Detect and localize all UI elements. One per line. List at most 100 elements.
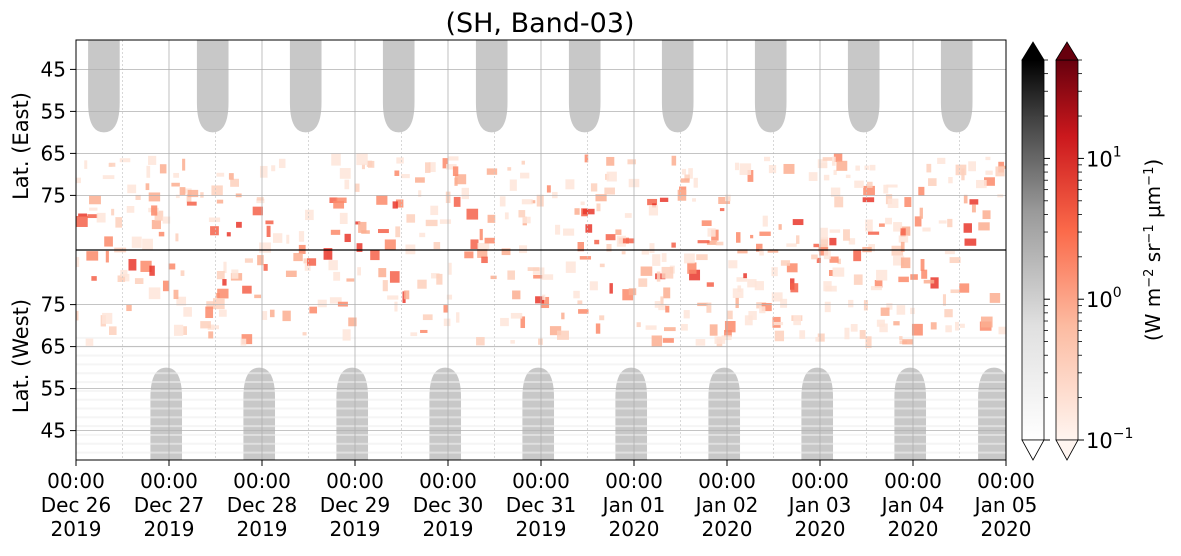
intensity-cell-359 — [216, 270, 225, 280]
intensity-cell-143 — [216, 172, 225, 177]
intensity-cell-451 — [942, 294, 946, 306]
x-tick-label-4-year: 2019 — [423, 517, 474, 541]
intensity-cell-179 — [724, 329, 732, 337]
intensity-cell-445 — [162, 216, 171, 224]
intensity-cell-12 — [947, 218, 953, 228]
intensity-cell-307 — [853, 249, 862, 262]
intensity-cell-484 — [323, 248, 333, 260]
intensity-cell-183 — [128, 259, 137, 271]
x-tick-label-3-time: 00:00 — [326, 469, 384, 493]
intensity-cell-417 — [665, 305, 670, 313]
intensity-cell-513 — [796, 235, 800, 244]
intensity-cell-411 — [109, 326, 117, 335]
intensity-cell-13 — [378, 229, 389, 234]
intensity-cell-419 — [329, 297, 342, 304]
colorbar-greys-extend-bottom — [1021, 439, 1045, 461]
intensity-cell-211 — [403, 290, 410, 300]
intensity-cell-386 — [724, 320, 736, 333]
intensity-cell-420 — [452, 166, 459, 177]
intensity-cell-21 — [599, 315, 605, 321]
intensity-cell-96 — [660, 296, 664, 308]
intensity-cell-294 — [376, 195, 388, 205]
intensity-cell-456 — [820, 227, 828, 240]
intensity-cell-166 — [747, 279, 757, 288]
intensity-cell-344 — [706, 282, 714, 287]
intensity-cell-125 — [105, 250, 109, 263]
intensity-cell-309 — [748, 311, 757, 320]
intensity-cell-370 — [976, 179, 987, 189]
intensity-cell-317 — [850, 324, 858, 332]
intensity-cell-479 — [606, 243, 612, 252]
intensity-cell-447 — [151, 205, 158, 216]
intensity-cell-477 — [661, 266, 674, 279]
intensity-cell-111 — [718, 196, 731, 204]
intensity-cell-511 — [145, 183, 150, 191]
intensity-cell-430 — [656, 271, 661, 282]
intensity-cell-398 — [780, 260, 791, 266]
intensity-cell-85 — [886, 303, 893, 310]
intensity-cell-425 — [356, 153, 368, 166]
intensity-cell-234 — [278, 158, 286, 169]
x-tick-label-6-time: 00:00 — [605, 469, 663, 493]
intensity-cell-433 — [254, 294, 262, 299]
intensity-cell-199 — [134, 278, 144, 284]
intensity-cell-281 — [963, 194, 968, 204]
intensity-cell-310 — [357, 267, 362, 276]
intensity-cell-89 — [771, 292, 783, 302]
intensity-cell-519 — [938, 220, 947, 224]
intensity-cell-343 — [621, 251, 626, 255]
intensity-cell-101 — [540, 296, 550, 309]
grey-region-top-8 — [847, 40, 880, 133]
intensity-cell-48 — [266, 225, 271, 237]
x-tick-label-3-date: Dec 29 — [320, 493, 391, 517]
intensity-cell-154 — [342, 329, 351, 341]
intensity-cell-385 — [535, 296, 545, 304]
intensity-cell-321 — [783, 163, 795, 174]
intensity-cell-509 — [734, 162, 740, 171]
intensity-cell-137 — [549, 326, 562, 336]
intensity-cell-141 — [756, 302, 767, 309]
intensity-cell-489 — [86, 251, 99, 261]
intensity-cell-362 — [565, 179, 575, 190]
intensity-cell-483 — [578, 309, 589, 314]
intensity-cell-17 — [84, 160, 88, 169]
intensity-cell-304 — [735, 297, 739, 309]
intensity-cell-374 — [115, 217, 123, 228]
intensity-cell-61 — [876, 269, 888, 281]
intensity-cell-323 — [658, 304, 667, 311]
intensity-cell-322 — [520, 172, 530, 179]
intensity-cell-275 — [829, 256, 839, 263]
intensity-cell-201 — [616, 235, 626, 247]
x-tick-label-7-date: Jan 02 — [694, 493, 759, 517]
intensity-cell-71 — [76, 257, 80, 268]
intensity-cell-77 — [736, 232, 741, 243]
intensity-cell-473 — [490, 275, 497, 280]
intensity-cell-487 — [542, 294, 546, 300]
intensity-cell-468 — [226, 232, 231, 237]
intensity-cell-86 — [216, 199, 224, 204]
intensity-cell-336 — [681, 168, 687, 175]
intensity-cell-500 — [453, 196, 461, 207]
x-tick-label-4-time: 00:00 — [419, 469, 477, 493]
intensity-cell-134 — [151, 219, 161, 230]
intensity-cell-195 — [428, 162, 436, 173]
intensity-cell-90 — [652, 254, 661, 266]
y-tick-label-east-2: 65 — [41, 141, 66, 165]
intensity-cell-231 — [880, 307, 890, 316]
intensity-cell-351 — [269, 309, 275, 318]
intensity-cell-335 — [466, 208, 479, 220]
intensity-cell-226 — [982, 210, 991, 220]
x-tick-label-10-date: Jan 05 — [973, 493, 1038, 517]
intensity-cell-512 — [200, 321, 211, 329]
intensity-cell-216 — [355, 221, 361, 225]
intensity-cell-217 — [811, 254, 818, 260]
intensity-cell-319 — [205, 306, 214, 319]
intensity-cell-148 — [950, 289, 960, 294]
intensity-cell-312 — [701, 220, 712, 226]
intensity-cell-264 — [443, 305, 449, 313]
intensity-cell-225 — [394, 170, 400, 176]
colorbar-greys-extend-top — [1021, 41, 1045, 61]
colorbar-reds-extend-bottom — [1055, 439, 1079, 461]
intensity-cell-46 — [477, 242, 490, 250]
x-tick-label-6-year: 2020 — [609, 517, 660, 541]
